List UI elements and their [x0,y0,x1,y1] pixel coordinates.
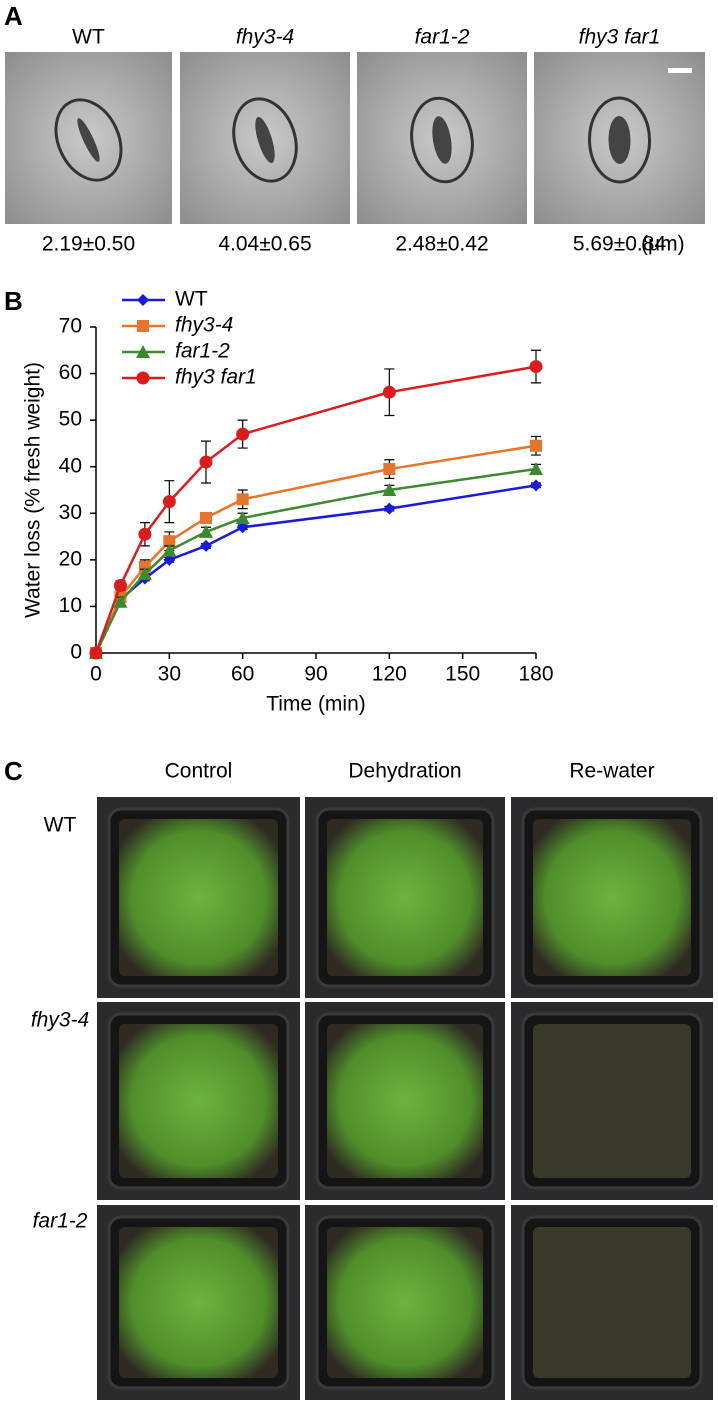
data-point [89,646,103,660]
column-header: Control [165,760,233,783]
data-point [236,427,250,441]
x-tick-label: 90 [304,663,327,686]
data-point [530,439,542,452]
soil-and-plants [119,1227,278,1378]
stomatal-pore [432,116,452,164]
aperture-value: 2.48±0.42 [395,233,488,256]
data-point [137,566,152,580]
data-point [236,521,249,534]
guard-cells [232,97,298,183]
x-tick-label: 120 [372,663,407,686]
y-tick-label: 70 [59,315,82,338]
legend-label: fhy3-4 [175,314,233,337]
legend-label: far1-2 [175,340,230,363]
series-line [94,365,537,654]
row-label: fhy3-4 [31,1009,89,1032]
panel-letter: A [4,1,23,31]
column-header: Re-water [569,760,654,783]
legend-label: WT [175,288,208,311]
legend-marker [136,345,150,358]
genotype-label: fhy3-4 [236,26,294,49]
data-point [529,360,543,374]
series-line [94,444,537,654]
data-point [382,483,397,496]
genotype-label: far1-2 [415,26,470,49]
guard-cells [410,96,474,184]
soil-and-plants [533,819,691,976]
data-point [529,462,543,476]
y-tick-label: 40 [59,454,82,477]
scale-bar [668,68,692,73]
data-point [162,543,177,557]
series-line [94,467,537,654]
legend-marker [137,320,149,332]
soil-and-plants [533,1024,691,1178]
row-label: far1-2 [33,1210,88,1233]
aperture-value: 2.19±0.50 [42,233,135,256]
guard-cells [587,96,652,184]
guard-cells [54,98,123,182]
x-tick-label: 0 [90,663,102,686]
data-point [235,510,250,524]
panel-letter: C [4,756,23,786]
data-point [199,524,213,538]
aperture-value: 4.04±0.65 [218,233,311,256]
soil-and-plants [119,819,278,976]
data-point [382,385,396,399]
data-point [113,594,128,608]
data-point [200,539,212,552]
x-tick-label: 150 [445,663,480,686]
column-header: Dehydration [348,760,461,783]
data-point [162,495,176,509]
y-tick-label: 60 [59,361,82,384]
data-point [163,553,176,566]
y-tick-label: 20 [59,547,82,570]
genotype-label: WT [72,26,105,49]
x-axis-title: Time (min) [266,693,366,716]
x-tick-label: 180 [518,663,553,686]
data-point [530,479,542,492]
soil-and-plants [119,1024,278,1178]
soil-and-plants [327,1024,483,1178]
soil-and-plants [327,1227,483,1378]
stomatal-pore [608,116,631,164]
data-point [163,535,176,548]
y-tick-label: 10 [59,594,82,617]
x-tick-label: 30 [158,663,181,686]
soil-and-plants [327,819,483,976]
data-point [199,455,213,469]
y-axis-title: Water loss (% fresh weight) [22,362,45,618]
legend-marker [137,294,149,306]
data-point [138,527,152,541]
aperture-value: 5.69±0.84 [573,233,667,256]
data-point [383,502,396,515]
x-tick-label: 60 [231,663,254,686]
data-point [200,511,212,524]
panel-letter: B [4,286,23,316]
row-label: WT [44,814,77,837]
y-tick-label: 0 [70,641,82,664]
legend-label: fhy3 far1 [175,366,257,389]
legend-marker [136,371,150,385]
stomatal-pore [255,116,275,164]
stomatal-pore [77,118,100,162]
genotype-label: fhy3 far1 [579,26,661,49]
data-point [236,493,249,506]
data-point [113,578,127,592]
unit-label: (μm) [641,233,685,256]
y-tick-label: 30 [59,501,82,524]
soil-and-plants [533,1227,691,1378]
data-point [383,463,396,476]
y-tick-label: 50 [59,408,82,431]
